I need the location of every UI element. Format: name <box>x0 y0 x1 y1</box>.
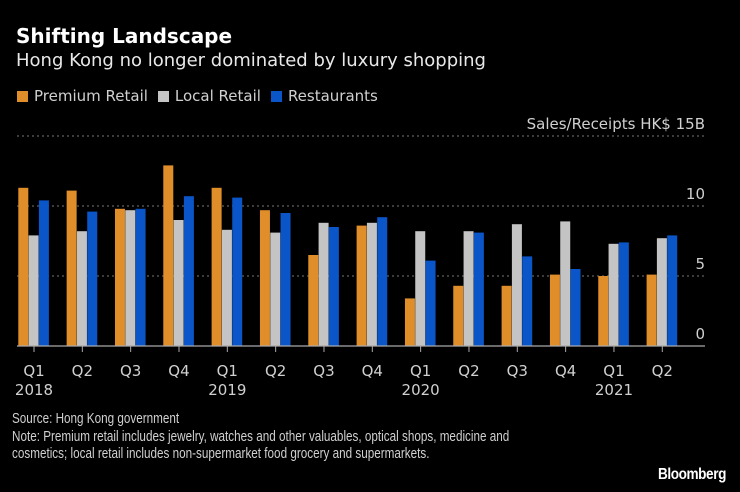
bar-restaurants <box>618 242 629 346</box>
bar-local-retail <box>76 231 87 346</box>
bar-local-retail <box>125 210 136 346</box>
bar-premium-retail <box>211 187 222 346</box>
bar-premium-retail <box>356 225 367 346</box>
bar-premium-retail <box>66 190 77 346</box>
bar-local-retail <box>366 222 377 346</box>
x-tick-label: Q3 <box>120 362 141 380</box>
bar-premium-retail <box>308 255 319 346</box>
x-tick-label: Q1 <box>410 362 431 380</box>
bar-restaurants <box>135 208 146 346</box>
x-tick-label: Q1 <box>603 362 624 380</box>
bar-restaurants <box>232 197 243 346</box>
bar-premium-retail <box>501 285 512 346</box>
bar-restaurants <box>377 217 388 346</box>
legend-item-restaurants: Restaurants <box>270 87 378 105</box>
bar-premium-retail <box>163 165 174 346</box>
legend-item-local-retail: Local Retail <box>157 87 261 105</box>
legend: Premium Retail Local Retail Restaurants <box>17 87 378 105</box>
legend-label: Local Retail <box>174 87 261 105</box>
bar-restaurants <box>87 211 98 346</box>
bar-restaurants <box>38 200 49 346</box>
legend-swatch <box>157 90 169 102</box>
x-tick-label: Q3 <box>313 362 334 380</box>
bar-restaurants <box>473 232 484 346</box>
bar-local-retail <box>318 222 329 346</box>
x-year-label: 2020 <box>402 381 440 399</box>
x-tick-label: Q4 <box>555 362 576 380</box>
x-year-label: 2019 <box>208 381 246 399</box>
x-tick-label: Q1 <box>23 362 44 380</box>
bar-restaurants <box>183 196 194 346</box>
bar-premium-retail <box>453 285 464 346</box>
bar-premium-retail <box>259 210 270 346</box>
legend-label: Premium Retail <box>34 87 148 105</box>
bar-local-retail <box>656 238 667 346</box>
x-tick-label: Q2 <box>265 362 286 380</box>
x-tick-label: Q2 <box>72 362 93 380</box>
bar-restaurants <box>570 269 581 346</box>
bloomberg-logo: Bloomberg <box>658 466 726 483</box>
legend-swatch <box>270 90 282 102</box>
bar-local-retail <box>173 220 184 346</box>
bar-local-retail <box>28 235 39 346</box>
bar-premium-retail <box>549 274 560 346</box>
y-tick-label: 0 <box>695 325 705 343</box>
x-tick-label: Q1 <box>217 362 238 380</box>
x-year-label: 2021 <box>595 381 633 399</box>
chart-title: Shifting Landscape <box>16 24 233 48</box>
y-tick-label: Sales/Receipts HK$ 15B <box>527 115 705 133</box>
chart-subtitle: Hong Kong no longer dominated by luxury … <box>16 50 486 71</box>
bar-local-retail <box>415 231 426 346</box>
x-year-label: 2018 <box>15 381 53 399</box>
bar-local-retail <box>511 224 522 346</box>
footnotes: Source: Hong Kong government Note: Premi… <box>12 410 558 463</box>
bar-premium-retail <box>598 276 609 346</box>
bar-local-retail <box>560 221 571 346</box>
bar-premium-retail <box>404 298 415 346</box>
bar-premium-retail <box>114 208 125 346</box>
legend-swatch <box>17 90 28 102</box>
y-tick-label: 10 <box>686 185 705 203</box>
x-tick-label: Q2 <box>458 362 479 380</box>
bar-premium-retail <box>18 187 29 346</box>
x-tick-label: Q4 <box>362 362 383 380</box>
bar-restaurants <box>328 227 339 346</box>
x-tick-label: Q4 <box>168 362 189 380</box>
bar-restaurants <box>425 260 436 346</box>
x-tick-label: Q2 <box>652 362 673 380</box>
y-tick-label: 5 <box>695 255 705 273</box>
bar-local-retail <box>221 229 232 346</box>
legend-label: Restaurants <box>287 87 378 105</box>
x-tick-label: Q3 <box>507 362 528 380</box>
bar-restaurants <box>522 256 533 346</box>
bar-local-retail <box>463 231 474 346</box>
note-text: Note: Premium retail includes jewelry, w… <box>12 427 510 463</box>
bar-premium-retail <box>646 274 657 346</box>
bar-local-retail <box>270 232 281 346</box>
bar-restaurants <box>280 213 291 346</box>
bar-local-retail <box>608 243 619 346</box>
legend-item-premium-retail: Premium Retail <box>17 87 148 105</box>
source-note: Source: Hong Kong government <box>12 410 180 427</box>
bar-restaurants <box>667 235 678 346</box>
